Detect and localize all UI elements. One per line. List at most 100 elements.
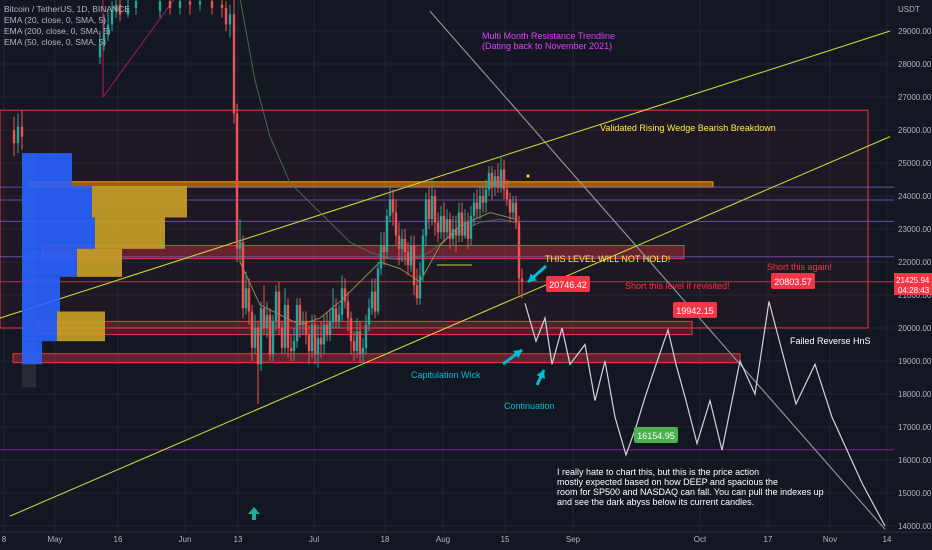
y-tick-label: 24000.00 bbox=[898, 192, 932, 201]
x-tick-label: Sep bbox=[566, 535, 581, 544]
price-label: 20803.57 bbox=[774, 277, 812, 287]
candle-body bbox=[271, 321, 275, 355]
candle-body bbox=[385, 215, 389, 253]
current-price-label: 21425.94 bbox=[896, 276, 930, 285]
candle-body bbox=[409, 245, 413, 266]
wedge-lower-line bbox=[9, 136, 891, 517]
candle-body bbox=[274, 291, 278, 322]
candle-body bbox=[126, 7, 130, 15]
candle-body bbox=[158, 1, 162, 12]
candle-body bbox=[520, 278, 524, 282]
volume-bar-up bbox=[22, 311, 57, 342]
candle-body bbox=[379, 245, 383, 269]
candle-body bbox=[280, 328, 284, 348]
candle-body bbox=[110, 11, 114, 25]
marker-dot bbox=[526, 174, 530, 178]
commentary-line: I really hate to chart this, but this is… bbox=[557, 467, 759, 477]
candle-body bbox=[210, 1, 214, 8]
x-tick-label: Aug bbox=[436, 535, 450, 544]
candle-body bbox=[16, 126, 20, 144]
resistance-subtitle: (Dating back to November 2021) bbox=[482, 41, 612, 51]
candle-body bbox=[403, 238, 407, 253]
candle-body bbox=[277, 291, 281, 328]
y-tick-label: 28000.00 bbox=[898, 60, 932, 69]
candle-body bbox=[406, 252, 410, 266]
candle-body bbox=[352, 341, 356, 352]
y-tick-label: 20000.00 bbox=[898, 324, 932, 333]
price-label-box bbox=[673, 302, 717, 318]
candle-body bbox=[304, 321, 308, 335]
candle-body bbox=[373, 291, 377, 312]
candle-body bbox=[424, 199, 428, 236]
candle-body bbox=[224, 7, 228, 25]
candle-body bbox=[328, 321, 332, 335]
candle-body bbox=[514, 202, 518, 223]
candle-body bbox=[253, 328, 257, 348]
candle-body bbox=[415, 285, 419, 299]
candle-body bbox=[298, 304, 302, 325]
commentary-line: room for SP500 and NASDAQ can fall. You … bbox=[557, 487, 824, 497]
candle-body bbox=[250, 311, 254, 348]
candle-body bbox=[460, 212, 464, 236]
y-tick-label: 15000.00 bbox=[898, 489, 932, 498]
volume-bar-up bbox=[22, 341, 42, 365]
candle-body bbox=[412, 245, 416, 286]
candle-body bbox=[433, 196, 437, 223]
continuation-label: Continuation bbox=[504, 401, 555, 411]
capitulation-label: Capitulation Wick bbox=[411, 370, 481, 380]
candle-body bbox=[496, 176, 500, 187]
candle-body bbox=[361, 347, 365, 355]
wedge-upper-line bbox=[0, 30, 891, 319]
plot-area: 20746.42 19942.15 20803.57 16154.95 bbox=[0, 0, 894, 532]
y-tick-label: 17000.00 bbox=[898, 423, 932, 432]
candle-body bbox=[322, 324, 326, 345]
candle-body bbox=[466, 222, 470, 239]
candle-body bbox=[20, 126, 24, 137]
volume-bar-down bbox=[57, 311, 105, 342]
candle-body bbox=[442, 215, 446, 233]
may-range-line bbox=[102, 0, 175, 98]
candle-body bbox=[114, 4, 118, 12]
commentary-line: and see the dark abyss below its current… bbox=[557, 497, 754, 507]
candle-body bbox=[376, 268, 380, 312]
candle-body bbox=[337, 314, 341, 322]
price-label: 19942.15 bbox=[676, 306, 714, 316]
candle-body bbox=[289, 347, 293, 352]
volume-bar-down bbox=[77, 248, 122, 277]
candle-body bbox=[367, 308, 371, 325]
candle-body bbox=[508, 199, 512, 213]
candle-body bbox=[98, 44, 102, 58]
candle-body bbox=[421, 235, 425, 276]
ema-50-legend: EMA (50, close, 0, SMA, 5) bbox=[4, 37, 107, 47]
candle-body bbox=[355, 331, 359, 352]
x-tick-label: Jul bbox=[309, 535, 319, 544]
commentary-line: mostly expected based on how DEEP and sp… bbox=[557, 477, 778, 487]
candle-body bbox=[316, 337, 320, 355]
volume-bar-up bbox=[22, 217, 95, 249]
candle-body bbox=[178, 1, 182, 8]
y-tick-label: 26000.00 bbox=[898, 126, 932, 135]
projection-path bbox=[524, 301, 886, 527]
candle-body bbox=[430, 196, 434, 220]
volume-bar-down bbox=[92, 186, 187, 218]
symbol-title: Bitcoin / TetherUS, 1D, BINANCE bbox=[4, 4, 130, 14]
candle-body bbox=[220, 4, 224, 8]
candle-body bbox=[168, 1, 172, 8]
candle-body bbox=[118, 4, 122, 15]
candle-body bbox=[325, 324, 329, 335]
candle-body bbox=[493, 176, 497, 187]
y-tick-label: 19000.00 bbox=[898, 357, 932, 366]
candle-body bbox=[484, 189, 488, 203]
x-tick-label: 14 bbox=[883, 535, 892, 544]
candle-body bbox=[481, 196, 485, 203]
candle-body bbox=[188, 1, 192, 5]
candle-body bbox=[511, 202, 515, 213]
currency-label: USDT bbox=[898, 5, 920, 14]
chart-legend: Bitcoin / TetherUS, 1D, BINANCE EMA (20,… bbox=[4, 4, 130, 48]
short-revisit-label: Short this level if revisited! bbox=[625, 281, 730, 291]
candle-body bbox=[268, 314, 272, 355]
candle-body bbox=[319, 337, 323, 345]
volume-bar-up bbox=[22, 153, 72, 187]
candle-body bbox=[106, 24, 110, 35]
